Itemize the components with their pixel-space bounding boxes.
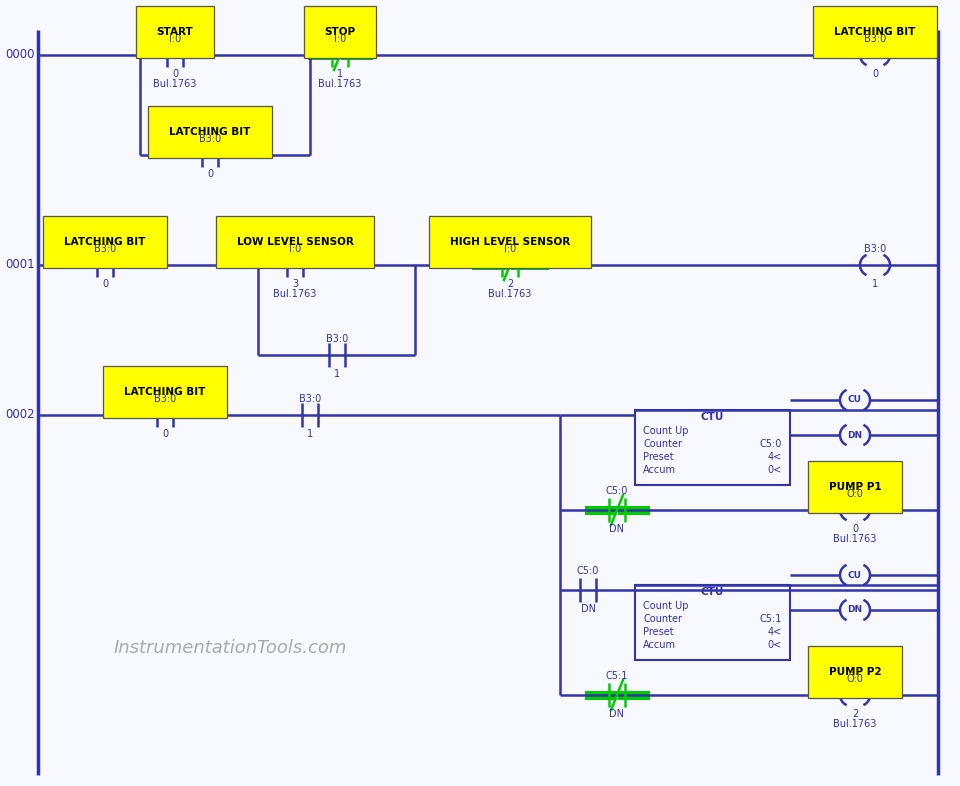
Text: DN: DN	[581, 604, 595, 614]
Text: B3:0: B3:0	[154, 394, 176, 404]
Bar	[511, 260, 549, 270]
Text: Bul.1763: Bul.1763	[489, 289, 532, 299]
Text: B3:0: B3:0	[299, 394, 322, 404]
Text: I:0: I:0	[334, 34, 347, 44]
Text: Bul.1763: Bul.1763	[833, 719, 876, 729]
Text: O:0: O:0	[847, 489, 863, 499]
Text: 0<: 0<	[768, 465, 782, 475]
Text: 1: 1	[337, 69, 343, 79]
Text: 4<: 4<	[768, 452, 782, 462]
Text: Bul.1763: Bul.1763	[274, 289, 317, 299]
Text: I:0: I:0	[289, 244, 301, 254]
Bar	[472, 260, 510, 270]
Text: C5:1: C5:1	[759, 614, 782, 624]
Bar	[341, 50, 373, 60]
Text: STOP: STOP	[324, 27, 355, 37]
Text: DN: DN	[848, 431, 863, 439]
Text: C5:0: C5:0	[759, 439, 782, 449]
Bar	[585, 690, 617, 700]
Text: CTU: CTU	[701, 412, 724, 422]
Text: Accum: Accum	[643, 640, 676, 650]
Text: LATCHING BIT: LATCHING BIT	[834, 27, 916, 37]
Text: InstrumentationTools.com: InstrumentationTools.com	[113, 639, 347, 657]
Text: HIGH LEVEL SENSOR: HIGH LEVEL SENSOR	[450, 237, 570, 247]
Text: LATCHING BIT: LATCHING BIT	[124, 387, 205, 397]
Text: Counter: Counter	[643, 614, 682, 624]
Text: C5:0: C5:0	[606, 486, 628, 496]
Bar	[618, 505, 650, 515]
Text: B3:0: B3:0	[199, 134, 221, 144]
Text: CTU: CTU	[701, 587, 724, 597]
Text: B3:0: B3:0	[94, 244, 116, 254]
Text: 1: 1	[872, 279, 878, 289]
Text: 2: 2	[507, 279, 514, 289]
Text: 0: 0	[162, 429, 168, 439]
Text: START: START	[156, 27, 193, 37]
Text: 0: 0	[207, 169, 213, 179]
Text: Bul.1763: Bul.1763	[154, 79, 197, 89]
Text: Count Up: Count Up	[643, 426, 688, 436]
Text: C5:1: C5:1	[606, 671, 628, 681]
Text: 3: 3	[292, 279, 298, 289]
Text: 0<: 0<	[768, 640, 782, 650]
Text: B3:0: B3:0	[864, 34, 886, 44]
Text: LOW LEVEL SENSOR: LOW LEVEL SENSOR	[236, 237, 353, 247]
Text: 0: 0	[852, 524, 858, 534]
Text: B3:0: B3:0	[864, 244, 886, 254]
Text: 2: 2	[852, 709, 858, 719]
Text: 0: 0	[102, 279, 108, 289]
Text: Count Up: Count Up	[643, 601, 688, 611]
Text: B3:0: B3:0	[325, 334, 348, 344]
Bar	[635, 410, 790, 485]
Text: Bul.1763: Bul.1763	[833, 534, 876, 544]
Text: LATCHING BIT: LATCHING BIT	[169, 127, 251, 137]
Text: 0000: 0000	[5, 49, 35, 61]
Text: Bul.1763: Bul.1763	[319, 79, 362, 89]
Text: DN: DN	[848, 605, 863, 615]
Text: PUMP P2: PUMP P2	[828, 667, 881, 677]
Bar	[618, 690, 650, 700]
Text: 0002: 0002	[5, 409, 35, 421]
Bar	[585, 505, 617, 515]
Text: 0: 0	[172, 69, 178, 79]
Text: C5:0: C5:0	[577, 566, 599, 576]
Text: 1: 1	[307, 429, 313, 439]
Text: 0001: 0001	[5, 259, 35, 271]
Text: Counter: Counter	[643, 439, 682, 449]
Text: DN: DN	[610, 524, 625, 534]
Text: CU: CU	[848, 571, 862, 579]
Bar	[635, 585, 790, 660]
Bar	[308, 50, 340, 60]
Text: Preset: Preset	[643, 452, 674, 462]
Text: LATCHING BIT: LATCHING BIT	[64, 237, 146, 247]
Text: 0: 0	[872, 69, 878, 79]
Text: 1: 1	[334, 369, 340, 379]
Text: O:0: O:0	[847, 674, 863, 684]
Text: I:0: I:0	[504, 244, 516, 254]
Text: PUMP P1: PUMP P1	[828, 482, 881, 492]
Text: 4<: 4<	[768, 627, 782, 637]
Text: Preset: Preset	[643, 627, 674, 637]
Text: DN: DN	[610, 709, 625, 719]
Text: Accum: Accum	[643, 465, 676, 475]
Text: CU: CU	[848, 395, 862, 405]
Text: I:0: I:0	[169, 34, 181, 44]
